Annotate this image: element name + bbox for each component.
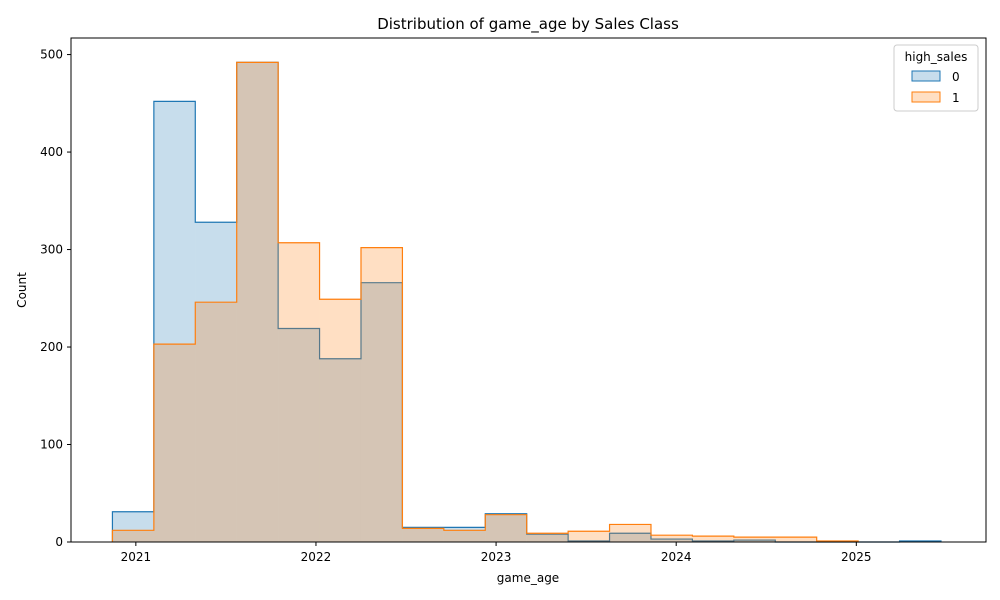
bar-series-0-bin-5 bbox=[319, 358, 361, 542]
bar-series-1-bin-10 bbox=[526, 533, 569, 542]
bar-series-1-bin-0 bbox=[112, 530, 154, 542]
bar-series-0-bin-13 bbox=[650, 539, 693, 542]
x-tick-label: 2024 bbox=[661, 550, 692, 564]
x-axis: 2021 2022 2023 2024 2025 bbox=[121, 542, 872, 564]
bar-series-1-bin-5 bbox=[319, 299, 361, 542]
bar-series-0-bin-1 bbox=[153, 101, 196, 542]
y-tick-label: 200 bbox=[40, 340, 63, 354]
x-tick-label: 2023 bbox=[481, 550, 512, 564]
bar-series-1-bin-4 bbox=[278, 242, 320, 542]
legend-label-1: 1 bbox=[952, 91, 960, 105]
bar-series-1-bin-16 bbox=[775, 537, 817, 542]
bar-series-1-bin-8 bbox=[443, 530, 486, 542]
bar-series-0-bin-10 bbox=[526, 534, 569, 542]
series-1 bbox=[111, 61, 859, 543]
bar-series-1-bin-9 bbox=[485, 514, 527, 542]
bar-series-1-bin-13 bbox=[650, 535, 693, 542]
bar-series-0-bin-0 bbox=[112, 511, 154, 542]
histogram-series-group bbox=[111, 61, 942, 543]
y-axis: 0 100 200 300 400 500 bbox=[40, 48, 71, 549]
bar-series-0-bin-8 bbox=[443, 527, 486, 542]
x-tick-label: 2022 bbox=[301, 550, 332, 564]
x-axis-label: game_age bbox=[497, 571, 559, 585]
x-tick-label: 2021 bbox=[121, 550, 152, 564]
y-tick-label: 100 bbox=[40, 438, 63, 452]
bar-series-1-bin-2 bbox=[195, 302, 237, 542]
bar-series-1-bin-14 bbox=[692, 536, 734, 542]
chart-title: Distribution of game_age by Sales Class bbox=[377, 15, 679, 34]
y-tick-label: 400 bbox=[40, 145, 63, 159]
bar-series-0-bin-15 bbox=[733, 540, 776, 542]
bar-series-0-bin-9 bbox=[485, 513, 527, 542]
y-tick-label: 300 bbox=[40, 243, 63, 257]
bar-series-1-bin-1 bbox=[153, 344, 196, 542]
bar-series-1-bin-7 bbox=[402, 528, 444, 542]
x-tick-label: 2025 bbox=[841, 550, 872, 564]
step-outline-series-1 bbox=[111, 61, 859, 542]
bar-series-0-bin-7 bbox=[402, 527, 444, 542]
bar-series-0-bin-6 bbox=[360, 282, 403, 542]
y-axis-label: Count bbox=[15, 272, 29, 308]
bar-series-1-bin-6 bbox=[360, 247, 403, 542]
series-0 bbox=[111, 61, 942, 543]
bar-series-0-bin-2 bbox=[195, 222, 237, 542]
bar-series-1-bin-12 bbox=[609, 524, 651, 542]
bar-series-1-bin-15 bbox=[733, 537, 776, 542]
bar-series-1-bin-3 bbox=[236, 62, 279, 543]
bar-series-0-bin-12 bbox=[609, 533, 651, 542]
legend-swatch-1 bbox=[911, 91, 941, 103]
y-tick-label: 0 bbox=[55, 535, 63, 549]
bar-series-0-bin-4 bbox=[278, 328, 320, 542]
bar-series-0-bin-3 bbox=[236, 62, 279, 543]
legend-box bbox=[893, 44, 979, 112]
bar-series-1-bin-11 bbox=[568, 531, 610, 542]
legend: high_sales 0 1 bbox=[893, 44, 979, 112]
plot-frame bbox=[70, 37, 987, 543]
legend-swatch-0 bbox=[911, 70, 941, 82]
y-tick-label: 500 bbox=[40, 48, 63, 62]
legend-title: high_sales bbox=[905, 50, 968, 64]
legend-label-0: 0 bbox=[952, 70, 960, 84]
